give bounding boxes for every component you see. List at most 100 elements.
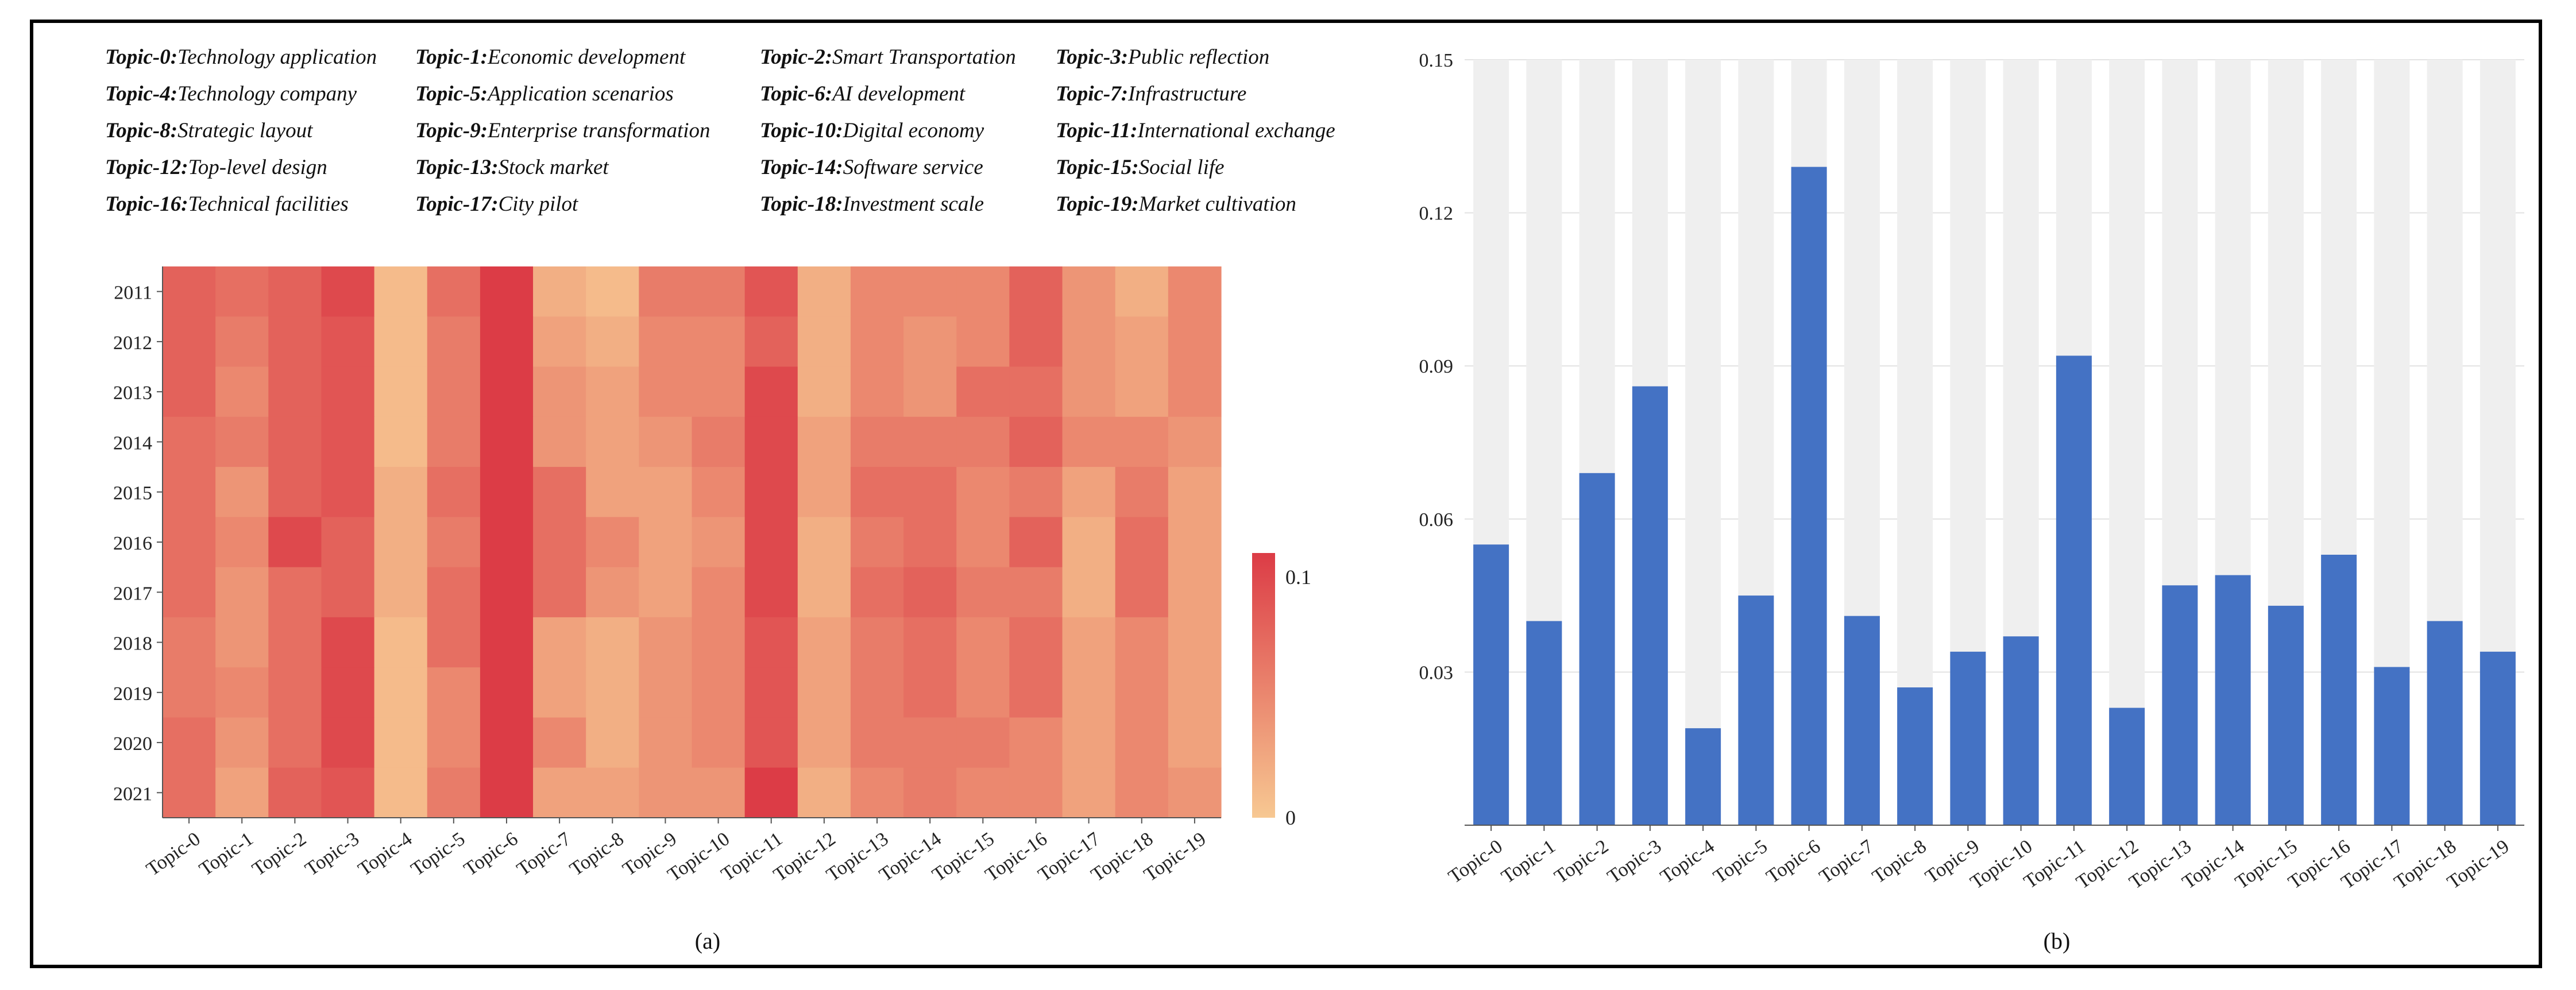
heatmap-cell — [1062, 667, 1116, 718]
heatmap-cell — [956, 366, 1010, 417]
heatmap-cell — [1168, 467, 1222, 517]
heatmap-cell — [533, 567, 586, 618]
legend-key: Topic-17: — [415, 192, 499, 216]
legend-label: Market cultivation — [1138, 192, 1296, 216]
heatmap-cell — [1168, 767, 1222, 818]
heatmap-cell — [639, 717, 693, 768]
heatmap-x-label: Topic-2 — [249, 828, 310, 880]
heatmap-cell — [480, 467, 534, 517]
heatmap-cell — [692, 467, 746, 517]
heatmap-cell — [1115, 266, 1169, 317]
heatmap-cell — [1062, 316, 1116, 368]
legend-entry: Topic-4:Technology company — [105, 76, 415, 113]
caption-a: (a) — [694, 928, 721, 954]
heatmap-y-label: 2020 — [113, 733, 152, 755]
heatmap-cell — [374, 467, 428, 517]
heatmap-cell — [692, 316, 746, 368]
heatmap-cell — [1009, 266, 1063, 317]
heatmap-cell — [797, 366, 851, 417]
heatmap-cell — [268, 567, 322, 618]
heatmap-cell — [1168, 416, 1222, 467]
legend-entry: Topic-12:Top-level design — [105, 149, 415, 186]
heatmap-cell — [427, 467, 481, 517]
heatmap-cell — [427, 767, 481, 818]
heatmap-cell — [1062, 266, 1116, 317]
heatmap-cell — [744, 567, 798, 618]
legend-entry: Topic-8:Strategic layout — [105, 113, 415, 149]
heatmap-cell — [533, 316, 586, 368]
heatmap-cell — [1062, 567, 1116, 618]
heatmap-cell — [956, 767, 1010, 818]
heatmap-cell — [744, 767, 798, 818]
heatmap-y-label: 2015 — [113, 483, 152, 504]
legend-label: Digital economy — [843, 119, 984, 142]
legend-entry: Topic-13:Stock market — [415, 149, 760, 186]
legend-entry: Topic-3:Public reflection — [1056, 39, 1400, 76]
heatmap-cell — [1115, 617, 1169, 668]
heatmap-cell — [1115, 667, 1169, 718]
heatmap-x-label: Topic-5 — [407, 828, 469, 880]
heatmap-cell — [956, 416, 1010, 467]
heatmap-cell — [480, 366, 534, 417]
heatmap-cell — [321, 667, 375, 718]
heatmap-cell — [215, 416, 269, 467]
heatmap-cell — [797, 567, 851, 618]
heatmap-cell — [321, 717, 375, 768]
heatmap-cell — [215, 266, 269, 317]
heatmap-cell — [374, 717, 428, 768]
heatmap-cell — [586, 467, 639, 517]
heatmap-cell — [639, 667, 693, 718]
legend-key: Topic-16: — [105, 192, 188, 216]
heatmap-cell — [1168, 517, 1222, 568]
heatmap-cell — [1115, 717, 1169, 768]
legend-label: International exchange — [1137, 119, 1335, 142]
heatmap-cell — [374, 617, 428, 668]
heatmap-cell — [744, 316, 798, 368]
heatmap-cell — [1009, 366, 1063, 417]
heatmap-cell — [427, 266, 481, 317]
heatmap-cell — [480, 266, 534, 317]
heatmap-cell — [268, 467, 322, 517]
heatmap-cell — [797, 266, 851, 317]
heatmap-cell — [586, 316, 639, 368]
heatmap-cell — [903, 567, 957, 618]
heatmap-cell — [268, 416, 322, 467]
heatmap-cell — [1115, 416, 1169, 467]
heatmap-cell — [744, 266, 798, 317]
heatmap-cell — [692, 617, 746, 668]
heatmap-cell — [639, 467, 693, 517]
heatmap-cell — [956, 567, 1010, 618]
heatmap-cell — [797, 617, 851, 668]
heatmap-cell — [692, 567, 746, 618]
heatmap-cell — [956, 667, 1010, 718]
heatmap-cell — [850, 767, 904, 818]
heatmap-cell — [268, 617, 322, 668]
heatmap-cell — [1168, 266, 1222, 317]
legend-key: Topic-8: — [105, 119, 178, 142]
heatmap-cell — [321, 366, 375, 417]
heatmap-cell — [163, 316, 216, 368]
heatmap-cell — [374, 366, 428, 417]
heatmap-cell — [480, 416, 534, 467]
heatmap-cell — [850, 667, 904, 718]
heatmap-x-label: Topic-3 — [302, 828, 363, 880]
heatmap-cell — [374, 567, 428, 618]
heatmap-cell — [850, 416, 904, 467]
legend-entry: Topic-2:Smart Transportation — [760, 39, 1056, 76]
heatmap-cell — [1009, 717, 1063, 768]
legend-entry: Topic-7:Infrastructure — [1056, 76, 1400, 113]
heatmap-cell — [1115, 767, 1169, 818]
heatmap-cell — [1009, 667, 1063, 718]
heatmap-cell — [427, 617, 481, 668]
legend-label: Enterprise transformation — [488, 119, 710, 142]
heatmap-cell — [321, 266, 375, 317]
heatmap-cell — [268, 316, 322, 368]
heatmap-cell — [374, 767, 428, 818]
heatmap-cell — [215, 567, 269, 618]
heatmap-cell — [163, 567, 216, 618]
legend-entry: Topic-16:Technical facilities — [105, 186, 415, 223]
heatmap-x-label: Topic-4 — [354, 828, 416, 880]
legend-entry: Topic-1:Economic development — [415, 39, 760, 76]
heatmap-cell — [215, 366, 269, 417]
heatmap-cell — [321, 467, 375, 517]
